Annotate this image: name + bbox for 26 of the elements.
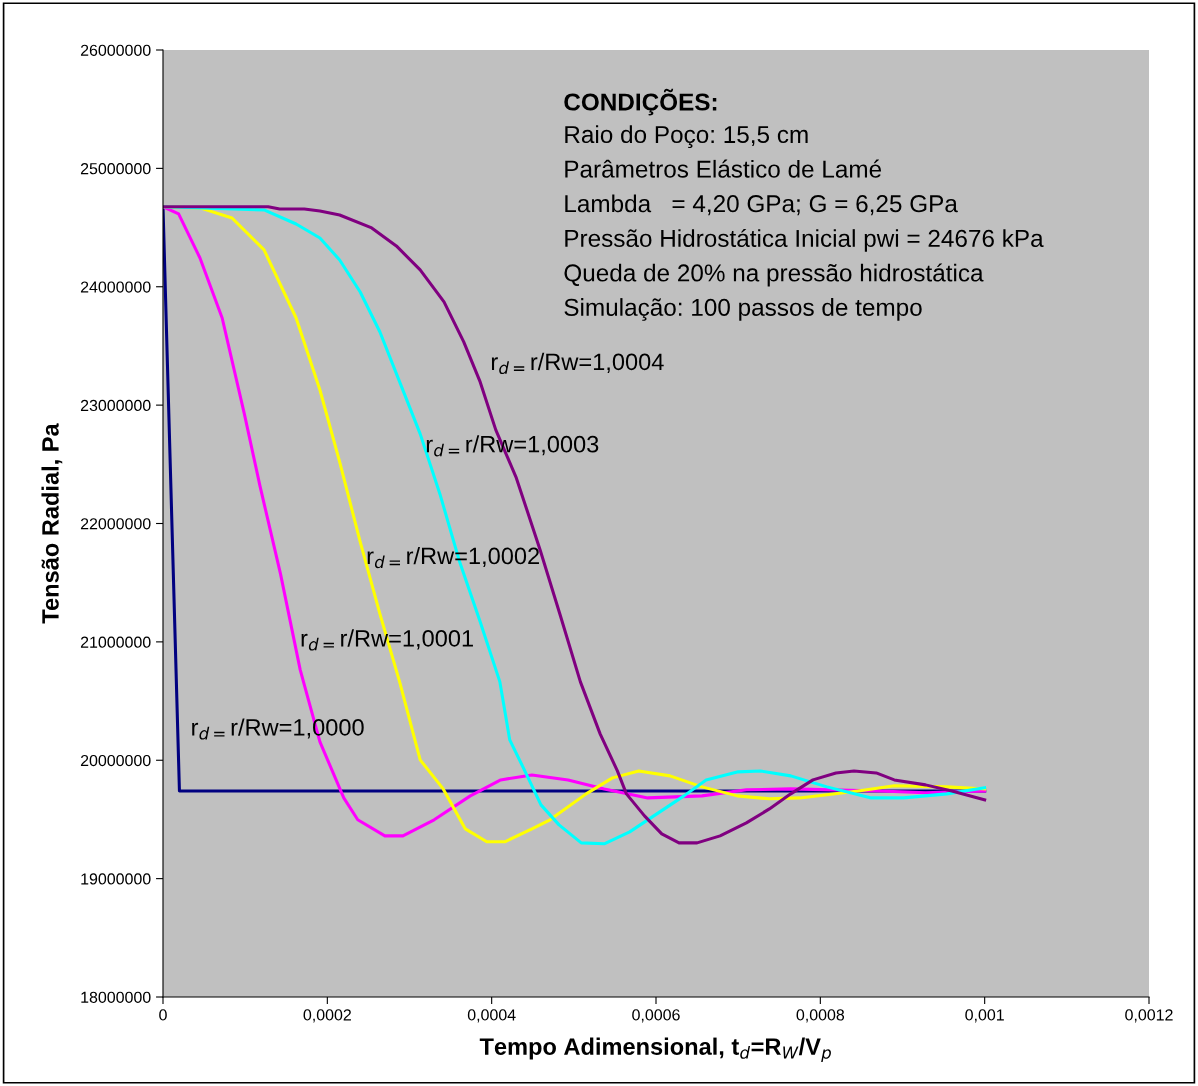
x-tick-label: 0,001	[965, 1009, 1004, 1023]
y-tick-label: 23000000	[80, 399, 151, 412]
x-tick-label: 0,0002	[303, 1009, 351, 1023]
series-label: r$_{d=}$r/Rw=1,0004	[491, 352, 664, 375]
annotation: Raio do Poço: 15,5 cm	[565, 125, 808, 149]
y-tick-label: 18000000	[81, 991, 151, 1003]
y-tick-label: 21000000	[80, 636, 151, 648]
x-tick-label: 0,0008	[796, 1009, 845, 1023]
y-tick-label: 22000000	[80, 518, 151, 530]
x-tick-label: 0,0004	[467, 1009, 516, 1023]
x-tick-label: 0	[159, 1009, 167, 1021]
annotation: Queda de 20% na pressão hidrostática	[564, 263, 984, 287]
y-tick-label: 19000000	[81, 873, 151, 885]
annotation: Pressão Hidrostática Inicial pwi = 24676 kPa	[565, 228, 1044, 252]
y-tick-label: 25000000	[80, 163, 151, 175]
y-tick-label: 20000000	[80, 754, 151, 767]
x-axis-title: Tempo Adimensional, t$_{d}$=R$_{W}$/V$_{p}$	[479, 1037, 831, 1063]
y-axis-title: Tensão Radial, Pa	[41, 423, 63, 624]
y-tick-label: 24000000	[80, 281, 151, 293]
annotation: Lambda = 4,20 GPa; G = 6,25 GPa	[565, 194, 958, 216]
x-tick-label: 0,0006	[632, 1009, 680, 1023]
annotation: Parâmetros Elástico de Lamé	[565, 159, 882, 178]
y-tick-label: 26000000	[80, 44, 151, 56]
x-tick-label: 0,0012	[1125, 1009, 1173, 1023]
annotation: CONDIÇÕES:	[564, 88, 717, 116]
annotation: Simulação: 100 passos de tempo	[564, 298, 922, 321]
